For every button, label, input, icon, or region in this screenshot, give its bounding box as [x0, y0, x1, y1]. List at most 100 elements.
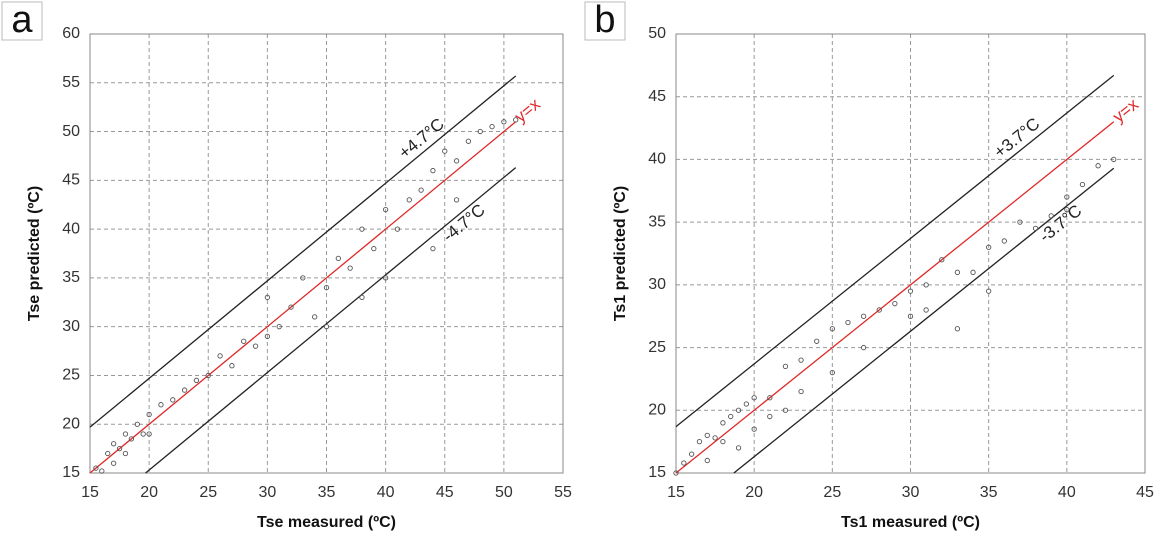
data-point — [453, 197, 460, 203]
data-point — [229, 363, 235, 369]
reference-label: y=x — [1109, 94, 1142, 126]
x-tick-label: 15 — [81, 484, 99, 501]
reference-label: y=x — [511, 94, 544, 126]
data-point — [782, 363, 789, 370]
data-point — [1111, 156, 1117, 163]
y-tick-label: 60 — [62, 25, 80, 42]
y-tick-label: 50 — [648, 25, 666, 42]
x-axis-label: Tse measured (ºC) — [257, 514, 396, 531]
y-tick-label: 55 — [62, 74, 80, 91]
y-tick-label: 35 — [648, 213, 666, 230]
panel-letter: a — [11, 0, 33, 41]
data-point — [696, 438, 703, 445]
x-tick-label: 40 — [1058, 484, 1076, 501]
data-point — [712, 435, 718, 441]
data-point — [122, 431, 129, 437]
data-point — [923, 282, 929, 288]
data-point — [146, 411, 152, 418]
data-point — [814, 338, 820, 344]
y-tick-label: 40 — [648, 151, 666, 168]
y-tick-label: 25 — [62, 367, 80, 384]
data-point — [453, 158, 460, 164]
data-point — [954, 326, 961, 332]
data-point — [99, 468, 105, 474]
data-point — [767, 395, 773, 401]
data-point — [406, 197, 412, 203]
data-point — [300, 275, 306, 281]
data-point — [193, 377, 200, 383]
data-point — [241, 338, 247, 344]
data-point — [1064, 206, 1070, 213]
data-point — [359, 294, 365, 301]
data-point — [907, 288, 914, 294]
data-point — [394, 226, 401, 232]
y-tick-label: 15 — [648, 464, 666, 481]
y-tick-label: 20 — [62, 415, 80, 432]
data-point — [513, 117, 519, 123]
reference-line — [89, 75, 517, 428]
x-tick-label: 15 — [667, 484, 685, 501]
data-point — [673, 470, 679, 476]
data-point — [442, 148, 448, 154]
data-point — [876, 307, 882, 313]
data-point — [954, 269, 961, 275]
data-point — [430, 245, 436, 252]
data-point — [986, 244, 992, 250]
x-tick-label: 45 — [436, 484, 454, 501]
reference-line — [675, 74, 1115, 428]
data-point — [276, 324, 282, 330]
data-point — [720, 420, 726, 426]
panel-box — [584, 1, 626, 41]
x-tick-label: 35 — [318, 484, 336, 501]
data-point — [335, 255, 341, 262]
data-point — [860, 344, 867, 351]
data-point — [323, 324, 330, 330]
panel-letter: b — [594, 0, 615, 41]
data-point — [892, 301, 898, 307]
data-point — [1064, 194, 1070, 200]
data-point — [728, 413, 734, 420]
data-point — [501, 119, 507, 125]
data-point — [264, 333, 271, 340]
panel-box — [1, 1, 43, 41]
data-point — [288, 304, 294, 310]
y-tick-label: 25 — [648, 339, 666, 356]
data-point — [845, 319, 851, 326]
x-tick-label: 20 — [140, 484, 158, 501]
y-tick-label: 45 — [648, 88, 666, 105]
plot-frame — [89, 33, 564, 474]
data-point — [1048, 213, 1054, 219]
data-point — [923, 307, 929, 313]
data-point — [111, 460, 117, 466]
reference-label: -4.7°C — [439, 200, 488, 245]
data-point — [829, 370, 835, 376]
data-point — [688, 451, 695, 457]
y-axis-label: Tse predicted (ºC) — [26, 186, 43, 321]
x-tick-label: 25 — [823, 484, 841, 501]
x-tick-label: 30 — [258, 484, 276, 501]
y-axis-label: Ts1 predicted (ºC) — [612, 186, 629, 321]
data-point — [1017, 219, 1023, 225]
x-tick-label: 50 — [495, 484, 513, 501]
y-tick-label: 20 — [648, 402, 666, 419]
data-point — [312, 314, 318, 320]
data-point — [382, 206, 389, 213]
data-point — [181, 387, 188, 393]
y-tick-label: 35 — [62, 269, 80, 286]
data-point — [323, 284, 330, 291]
data-point — [170, 397, 176, 403]
y-tick-label: 45 — [62, 172, 80, 189]
data-point — [735, 407, 742, 413]
data-point — [767, 413, 773, 420]
data-point — [128, 436, 135, 442]
reference-label: -3.7°C — [1036, 201, 1086, 246]
data-point — [681, 460, 687, 466]
data-point — [782, 407, 789, 413]
data-point — [111, 441, 117, 447]
data-point — [252, 343, 259, 349]
data-point — [371, 245, 377, 252]
data-point — [122, 450, 129, 457]
data-point — [1079, 181, 1086, 188]
data-point — [359, 226, 365, 232]
plot-frame — [675, 33, 1146, 474]
